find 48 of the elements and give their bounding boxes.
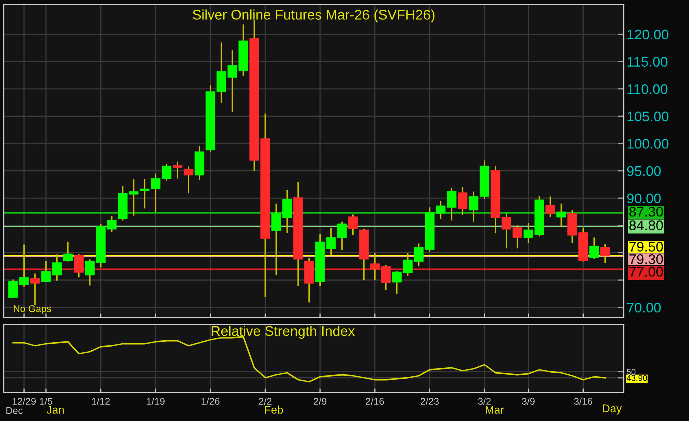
candlestick [74, 253, 84, 278]
chart-title: Relative Strength Index [212, 326, 356, 339]
x-tick-label: 3/16 [574, 398, 592, 405]
y-tick-label: 110.00 [628, 84, 668, 94]
x-tick-label: 2/2 [259, 398, 272, 405]
ref-line-label: 84.80 [630, 220, 664, 231]
ref-line-label: 79.30 [630, 254, 664, 264]
ref-line-label: 79.50 [630, 242, 664, 252]
y-tick-label: 100.00 [628, 139, 669, 149]
text: Jan [46, 406, 64, 414]
y-tick-label: 115.00 [628, 57, 668, 67]
candlestick [184, 166, 194, 194]
ref-line-label: 87.30 [630, 207, 664, 217]
y-tick-label: 43.90 [626, 375, 648, 382]
candlestick [590, 237, 600, 260]
x-tick-label: 1/19 [147, 398, 165, 405]
text: Day [603, 404, 622, 415]
candlestick [194, 145, 205, 182]
x-tick-label: 1/5 [40, 398, 53, 405]
text: Dec [6, 407, 23, 414]
candlestick [304, 258, 314, 304]
x-tick-label: 2/16 [366, 398, 384, 405]
x-tick-label: 1/26 [202, 398, 220, 405]
chart-title: Silver Online Futures Mar-26 (SVFH26) [193, 10, 435, 23]
text: Feb [265, 406, 284, 414]
y-tick-label: 95.00 [627, 166, 661, 176]
x-tick-label: 1/12 [92, 398, 110, 405]
x-tick-label: 12/29 [12, 398, 36, 405]
y-tick-label: 120.00 [628, 30, 669, 40]
annotation: No Gaps [14, 305, 52, 314]
ref-line-label: 77.00 [630, 267, 664, 277]
candlestick [172, 161, 183, 180]
y-tick-label: 70.00 [627, 302, 661, 313]
candlestick [63, 241, 73, 262]
x-tick-label: 2/9 [314, 398, 327, 405]
candlestick [600, 244, 610, 264]
candlestick [556, 203, 566, 228]
candlestick [30, 273, 40, 306]
candlestick [546, 196, 556, 218]
x-tick-label: 3/2 [478, 398, 492, 405]
text: Mar [486, 406, 504, 414]
y-tick-label: 90.00 [627, 194, 661, 204]
y-tick-label: 50 [627, 369, 636, 376]
y-tick-label: 105.00 [628, 112, 669, 122]
x-tick-label: 2/23 [420, 398, 439, 405]
x-tick-label: 3/9 [522, 398, 535, 405]
candlestick [458, 186, 468, 216]
candlestick [348, 214, 358, 236]
